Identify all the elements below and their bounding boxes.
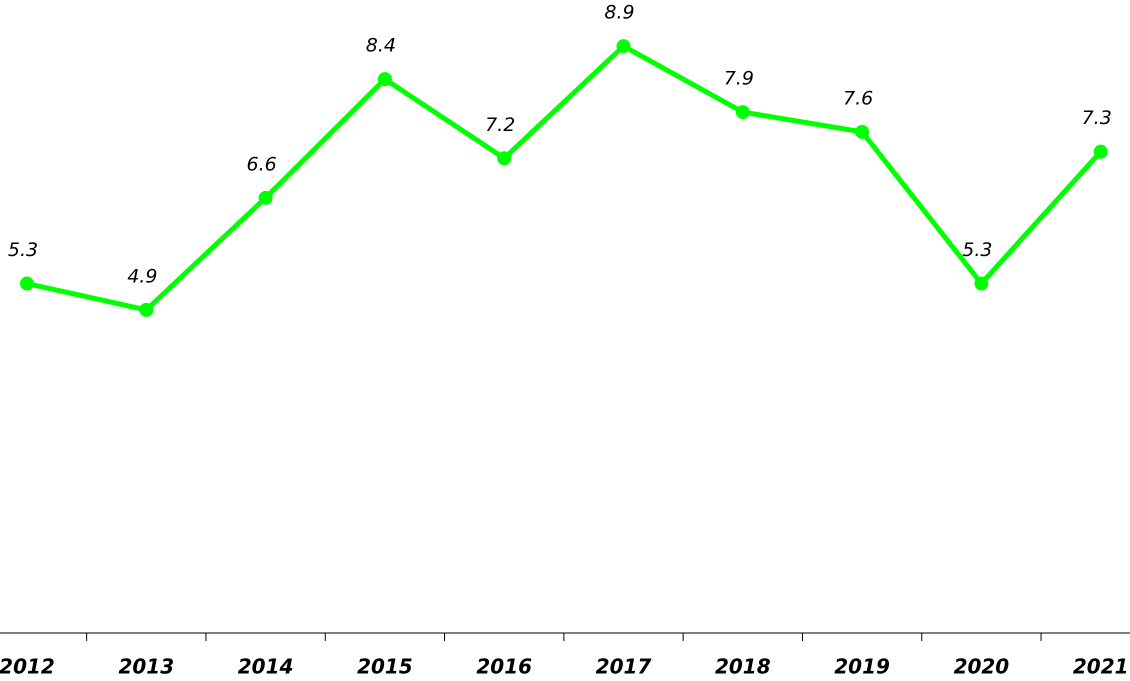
marker bbox=[855, 124, 870, 139]
data-label: 7.9 bbox=[724, 68, 754, 90]
data-label: 6.6 bbox=[246, 153, 276, 175]
marker bbox=[735, 105, 750, 120]
x-tick-label: 2013 bbox=[118, 655, 174, 679]
data-label: 7.6 bbox=[843, 87, 873, 109]
marker bbox=[974, 276, 989, 291]
marker bbox=[1093, 144, 1108, 159]
marker bbox=[377, 72, 392, 87]
marker bbox=[258, 190, 273, 205]
x-tick-label: 2018 bbox=[715, 655, 771, 679]
data-label: 7.2 bbox=[485, 114, 515, 136]
marker bbox=[497, 151, 512, 166]
x-tick-label: 2021 bbox=[1073, 655, 1129, 679]
x-tick-label: 2016 bbox=[476, 655, 532, 679]
marker bbox=[139, 302, 154, 317]
data-label: 5.3 bbox=[8, 239, 38, 261]
data-label: 8.9 bbox=[604, 2, 634, 24]
marker bbox=[616, 39, 631, 54]
x-tick-label: 2019 bbox=[834, 655, 890, 679]
data-label: 8.4 bbox=[366, 35, 396, 57]
marker bbox=[20, 276, 34, 291]
data-label: 5.3 bbox=[962, 239, 992, 261]
x-tick-label: 2017 bbox=[596, 655, 652, 679]
data-label: 7.3 bbox=[1082, 107, 1112, 129]
line bbox=[26, 43, 1103, 313]
x-tick-label: 2014 bbox=[238, 655, 294, 679]
x-tick-label: 2012 bbox=[0, 655, 55, 679]
data-label: 4.9 bbox=[127, 265, 157, 287]
x-tick-label: 2020 bbox=[954, 655, 1010, 679]
x-tick-label: 2015 bbox=[357, 655, 413, 679]
